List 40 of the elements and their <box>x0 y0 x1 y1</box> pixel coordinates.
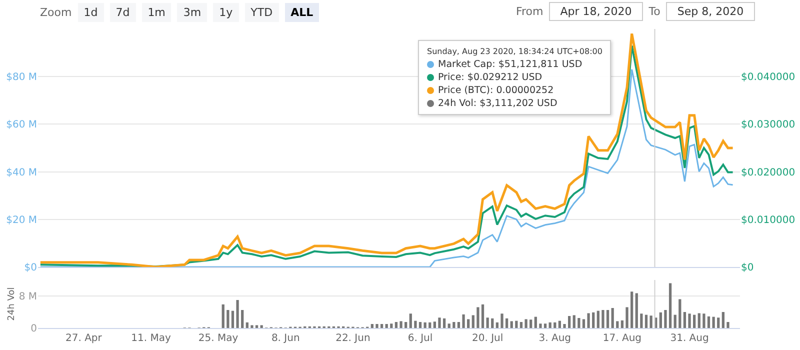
text: 1m <box>142 3 172 22</box>
x-tick-label: 31. Aug <box>670 333 709 344</box>
y2-tick-label: $0 <box>741 262 754 274</box>
annotation: Market Cap: $51,121,811 USD <box>438 58 582 71</box>
x-tick-label: 25. May <box>198 333 238 344</box>
annotation: Price: $0.029212 USD <box>438 71 542 84</box>
y-tick-label: $40 M <box>6 167 37 178</box>
text: Sep 8, 2020 <box>666 2 755 21</box>
x-tick-label: 8. Jun <box>271 333 300 344</box>
x-tick-label: 3. Aug <box>538 333 572 344</box>
text: From <box>516 5 544 18</box>
y-axis-title: 24h Vol <box>7 287 18 321</box>
x-tick-label: 17. Aug <box>602 333 642 344</box>
text: To <box>648 5 660 18</box>
annotation: Sunday, Aug 23 2020, 18:34:24 UTC+08:00 <box>427 46 602 58</box>
y-tick-label: $80 M <box>6 72 37 84</box>
text: 1d <box>78 3 104 22</box>
text: 3m <box>177 3 208 22</box>
text: Zoom <box>40 6 72 19</box>
x-tick-label: 27. Apr <box>65 333 103 344</box>
y-tick-label: $60 M <box>6 120 37 131</box>
annotation: Price (BTC): 0.00000252 <box>438 84 554 97</box>
x-tick-label: 20. Jul <box>472 333 504 344</box>
text: 1y <box>213 3 239 22</box>
text: ALL <box>284 3 320 22</box>
y-tick-label: 0 <box>30 324 37 334</box>
y-tick-label: $20 M <box>6 214 37 226</box>
y2-tick-label: $0.020000 <box>741 167 796 178</box>
y-tick-label: 8 M <box>18 292 37 302</box>
y-tick-label: $0 <box>24 262 37 274</box>
text: YTD <box>244 3 279 22</box>
text: 7d <box>110 3 136 22</box>
text: Apr 18, 2020 <box>549 2 643 21</box>
y2-tick-label: $0.030000 <box>741 120 796 131</box>
x-tick-label: 6. Jul <box>408 333 433 344</box>
annotation: 24h Vol: $3,111,202 USD <box>438 97 558 110</box>
y2-tick-label: $0.040000 <box>741 72 796 84</box>
y2-tick-label: $0.010000 <box>741 214 796 226</box>
x-tick-label: 11. May <box>131 333 171 344</box>
x-tick-label: 22. Jun <box>336 333 370 344</box>
